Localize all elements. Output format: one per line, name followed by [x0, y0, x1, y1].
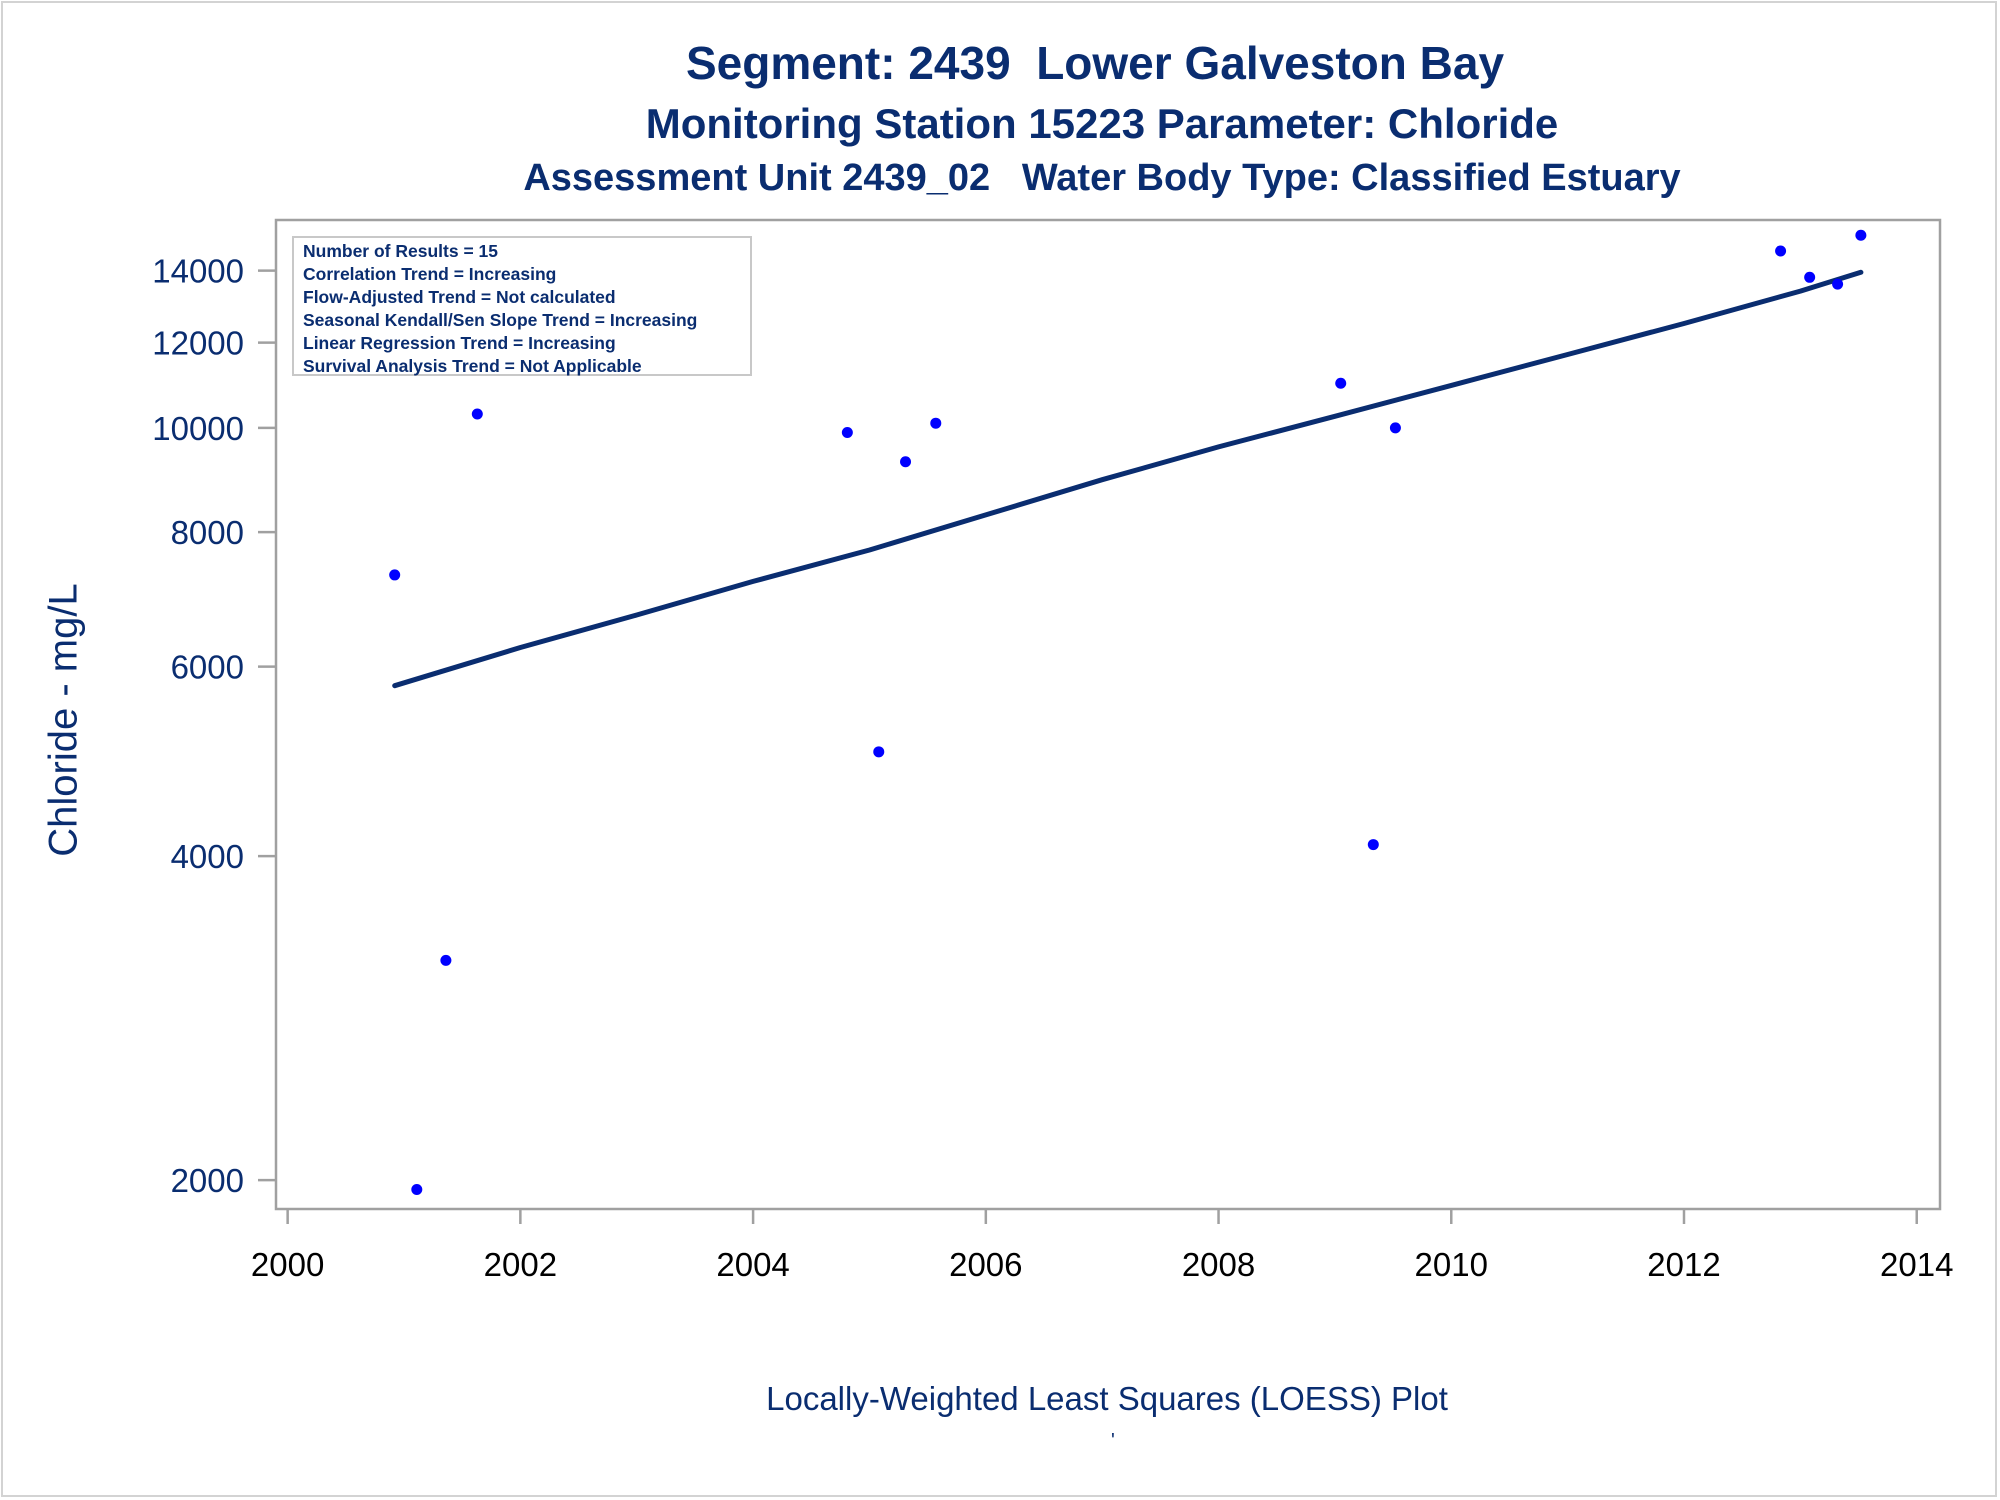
x-tick-label-2010: 2010 — [1415, 1246, 1488, 1283]
x-tick-label-2002: 2002 — [484, 1246, 557, 1283]
data-point-14 — [1832, 278, 1844, 290]
data-point-1 — [389, 569, 401, 581]
data-point-11 — [1389, 422, 1401, 434]
data-point-6 — [873, 746, 885, 758]
data-point-9 — [1335, 377, 1347, 389]
y-tick-label-10000: 10000 — [152, 410, 244, 447]
x-tick-label-2012: 2012 — [1647, 1246, 1720, 1283]
x-tick-label-2000: 2000 — [251, 1246, 324, 1283]
data-point-2 — [411, 1184, 423, 1196]
y-axis: 2000 4000 6000 8000 10000 12000 14000 — [152, 253, 276, 1199]
data-points-layer — [389, 229, 1867, 1196]
y-tick-label-8000: 8000 — [171, 514, 244, 551]
stat-number-of-results: Number of Results = 15 — [303, 241, 498, 261]
y-tick-label-4000: 4000 — [171, 838, 244, 875]
statistics-box: Number of Results = 15 Correlation Trend… — [292, 236, 752, 376]
x-tick-label-2006: 2006 — [949, 1246, 1022, 1283]
y-tick-label-12000: 12000 — [152, 325, 244, 362]
chart-title: Segment: 2439 Lower Galveston Bay — [685, 37, 1505, 89]
data-point-15 — [1855, 229, 1867, 241]
x-axis: 2000 2002 2004 2006 2008 2010 2012 2014 — [251, 1209, 1953, 1283]
x-tick-label-2008: 2008 — [1182, 1246, 1255, 1283]
y-axis-label: Chloride - mg/L — [41, 583, 86, 857]
data-point-8 — [930, 417, 942, 429]
data-point-4 — [471, 408, 483, 420]
stat-seasonal-kendall-trend: Seasonal Kendall/Sen Slope Trend = Incre… — [303, 310, 698, 330]
data-point-7 — [900, 456, 912, 468]
plot-area — [274, 218, 1942, 1211]
stat-linear-regression-trend: Linear Regression Trend = Increasing — [303, 333, 616, 353]
chart-subtitle-assessment: Assessment Unit 2439_02 Water Body Type:… — [523, 157, 1681, 199]
data-point-13 — [1804, 271, 1816, 283]
x-tick-label-2014: 2014 — [1880, 1246, 1953, 1283]
plot-caption: Locally-Weighted Least Squares (LOESS) P… — [766, 1380, 1448, 1417]
y-tick-label-14000: 14000 — [152, 253, 244, 290]
loess-trend-line — [392, 269, 1864, 689]
loess-line-layer — [392, 269, 1864, 689]
data-point-3 — [440, 954, 452, 966]
data-point-5 — [841, 427, 853, 439]
caption-mark: ' — [1111, 1430, 1115, 1452]
data-point-10 — [1367, 839, 1379, 851]
stat-survival-analysis-trend: Survival Analysis Trend = Not Applicable — [303, 356, 642, 376]
y-tick-label-2000: 2000 — [171, 1162, 244, 1199]
chart-subtitle-station: Monitoring Station 15223 Parameter: Chlo… — [645, 100, 1559, 147]
y-tick-label-6000: 6000 — [171, 649, 244, 686]
data-point-12 — [1775, 245, 1787, 257]
x-tick-label-2004: 2004 — [716, 1246, 789, 1283]
stat-correlation-trend: Correlation Trend = Increasing — [303, 264, 557, 284]
stat-flow-adjusted-trend: Flow-Adjusted Trend = Not calculated — [303, 287, 616, 307]
